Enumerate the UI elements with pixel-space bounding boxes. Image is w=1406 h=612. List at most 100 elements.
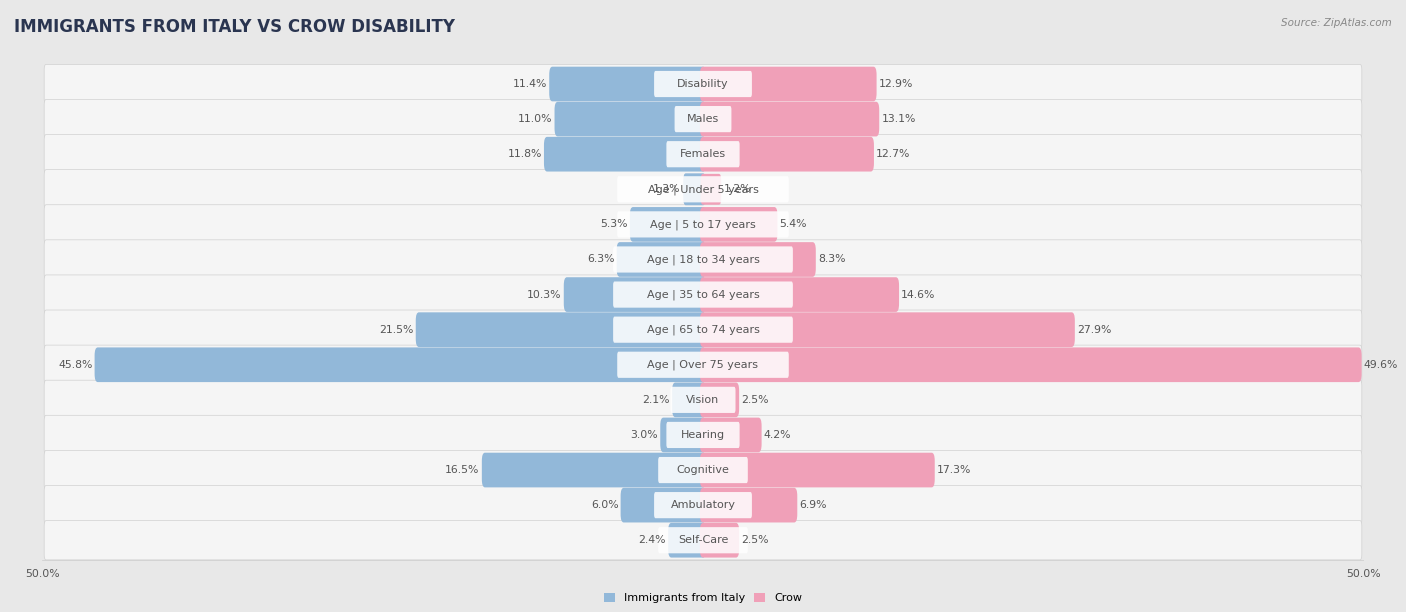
Text: 12.9%: 12.9% bbox=[879, 79, 912, 89]
Text: 49.6%: 49.6% bbox=[1364, 360, 1398, 370]
FancyBboxPatch shape bbox=[668, 523, 706, 558]
Text: 16.5%: 16.5% bbox=[446, 465, 479, 475]
FancyBboxPatch shape bbox=[617, 176, 789, 203]
FancyBboxPatch shape bbox=[683, 173, 706, 205]
FancyBboxPatch shape bbox=[617, 211, 789, 237]
Text: Disability: Disability bbox=[678, 79, 728, 89]
Text: Hearing: Hearing bbox=[681, 430, 725, 440]
Text: Age | 65 to 74 years: Age | 65 to 74 years bbox=[647, 324, 759, 335]
Text: 4.2%: 4.2% bbox=[763, 430, 792, 440]
Text: 5.4%: 5.4% bbox=[780, 219, 807, 230]
Text: 21.5%: 21.5% bbox=[380, 325, 413, 335]
Legend: Immigrants from Italy, Crow: Immigrants from Italy, Crow bbox=[599, 588, 807, 608]
Text: 2.1%: 2.1% bbox=[643, 395, 669, 405]
Text: 8.3%: 8.3% bbox=[818, 255, 845, 264]
FancyBboxPatch shape bbox=[544, 137, 706, 171]
Text: Source: ZipAtlas.com: Source: ZipAtlas.com bbox=[1281, 18, 1392, 28]
FancyBboxPatch shape bbox=[675, 106, 731, 132]
Text: 45.8%: 45.8% bbox=[58, 360, 93, 370]
Text: Cognitive: Cognitive bbox=[676, 465, 730, 475]
Text: Age | Under 5 years: Age | Under 5 years bbox=[648, 184, 758, 195]
FancyBboxPatch shape bbox=[654, 492, 752, 518]
FancyBboxPatch shape bbox=[700, 312, 1074, 347]
FancyBboxPatch shape bbox=[700, 102, 879, 136]
FancyBboxPatch shape bbox=[416, 312, 706, 347]
FancyBboxPatch shape bbox=[564, 277, 706, 312]
FancyBboxPatch shape bbox=[44, 64, 1362, 103]
Text: 17.3%: 17.3% bbox=[936, 465, 972, 475]
Text: Vision: Vision bbox=[686, 395, 720, 405]
FancyBboxPatch shape bbox=[700, 382, 740, 417]
Text: 5.3%: 5.3% bbox=[600, 219, 627, 230]
FancyBboxPatch shape bbox=[661, 417, 706, 452]
FancyBboxPatch shape bbox=[554, 102, 706, 136]
Text: 6.3%: 6.3% bbox=[586, 255, 614, 264]
FancyBboxPatch shape bbox=[44, 170, 1362, 209]
FancyBboxPatch shape bbox=[44, 135, 1362, 174]
FancyBboxPatch shape bbox=[44, 345, 1362, 384]
FancyBboxPatch shape bbox=[700, 277, 898, 312]
FancyBboxPatch shape bbox=[44, 240, 1362, 279]
FancyBboxPatch shape bbox=[672, 382, 706, 417]
FancyBboxPatch shape bbox=[44, 416, 1362, 455]
FancyBboxPatch shape bbox=[620, 488, 706, 523]
Text: 1.3%: 1.3% bbox=[652, 184, 681, 194]
Text: 2.5%: 2.5% bbox=[741, 395, 769, 405]
Text: Age | Over 75 years: Age | Over 75 years bbox=[648, 359, 758, 370]
Text: 11.4%: 11.4% bbox=[513, 79, 547, 89]
Text: Age | 18 to 34 years: Age | 18 to 34 years bbox=[647, 254, 759, 265]
FancyBboxPatch shape bbox=[44, 275, 1362, 314]
Text: Males: Males bbox=[688, 114, 718, 124]
FancyBboxPatch shape bbox=[44, 380, 1362, 419]
Text: 12.7%: 12.7% bbox=[876, 149, 911, 159]
FancyBboxPatch shape bbox=[44, 100, 1362, 139]
FancyBboxPatch shape bbox=[613, 247, 793, 272]
FancyBboxPatch shape bbox=[671, 387, 735, 413]
FancyBboxPatch shape bbox=[44, 521, 1362, 560]
Text: Ambulatory: Ambulatory bbox=[671, 500, 735, 510]
Text: 11.8%: 11.8% bbox=[508, 149, 541, 159]
Text: 2.5%: 2.5% bbox=[741, 536, 769, 545]
Text: 3.0%: 3.0% bbox=[630, 430, 658, 440]
Text: Self-Care: Self-Care bbox=[678, 536, 728, 545]
FancyBboxPatch shape bbox=[700, 174, 721, 205]
Text: Females: Females bbox=[681, 149, 725, 159]
Text: 27.9%: 27.9% bbox=[1077, 325, 1111, 335]
FancyBboxPatch shape bbox=[666, 422, 740, 448]
Text: 2.4%: 2.4% bbox=[638, 536, 666, 545]
FancyBboxPatch shape bbox=[550, 67, 706, 102]
FancyBboxPatch shape bbox=[482, 453, 706, 487]
FancyBboxPatch shape bbox=[617, 352, 789, 378]
FancyBboxPatch shape bbox=[44, 310, 1362, 349]
FancyBboxPatch shape bbox=[700, 67, 876, 102]
Text: 6.0%: 6.0% bbox=[591, 500, 619, 510]
Text: 10.3%: 10.3% bbox=[527, 289, 561, 299]
FancyBboxPatch shape bbox=[700, 348, 1361, 382]
Text: 6.9%: 6.9% bbox=[800, 500, 827, 510]
FancyBboxPatch shape bbox=[700, 523, 740, 558]
FancyBboxPatch shape bbox=[700, 242, 815, 277]
Text: 14.6%: 14.6% bbox=[901, 289, 935, 299]
FancyBboxPatch shape bbox=[658, 527, 748, 553]
FancyBboxPatch shape bbox=[44, 205, 1362, 244]
FancyBboxPatch shape bbox=[654, 71, 752, 97]
Text: 13.1%: 13.1% bbox=[882, 114, 915, 124]
FancyBboxPatch shape bbox=[700, 417, 762, 452]
FancyBboxPatch shape bbox=[613, 316, 793, 343]
FancyBboxPatch shape bbox=[700, 207, 778, 242]
FancyBboxPatch shape bbox=[658, 457, 748, 483]
FancyBboxPatch shape bbox=[613, 282, 793, 308]
FancyBboxPatch shape bbox=[617, 242, 706, 277]
FancyBboxPatch shape bbox=[44, 450, 1362, 490]
FancyBboxPatch shape bbox=[44, 485, 1362, 524]
FancyBboxPatch shape bbox=[700, 137, 875, 171]
Text: IMMIGRANTS FROM ITALY VS CROW DISABILITY: IMMIGRANTS FROM ITALY VS CROW DISABILITY bbox=[14, 18, 456, 36]
FancyBboxPatch shape bbox=[630, 207, 706, 242]
FancyBboxPatch shape bbox=[700, 488, 797, 523]
FancyBboxPatch shape bbox=[700, 453, 935, 487]
Text: 11.0%: 11.0% bbox=[517, 114, 553, 124]
FancyBboxPatch shape bbox=[94, 348, 706, 382]
Text: Age | 35 to 64 years: Age | 35 to 64 years bbox=[647, 289, 759, 300]
Text: 1.2%: 1.2% bbox=[724, 184, 752, 194]
FancyBboxPatch shape bbox=[666, 141, 740, 167]
